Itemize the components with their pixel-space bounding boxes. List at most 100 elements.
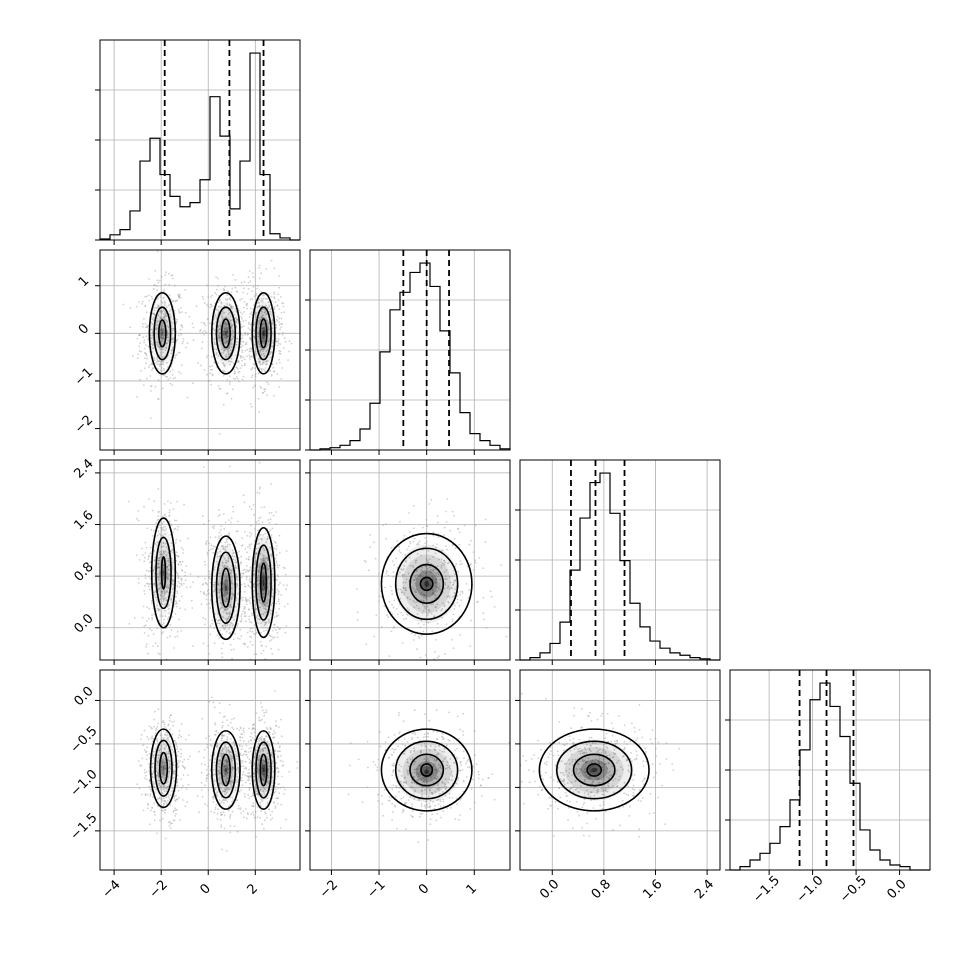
scatter-point [246, 292, 249, 295]
scatter-point [156, 738, 159, 740]
scatter-point [160, 310, 163, 313]
scatter-point [266, 320, 268, 322]
scatter-point [218, 636, 221, 639]
scatter-point [473, 569, 475, 571]
scatter-point [240, 777, 243, 779]
scatter-point [263, 326, 265, 329]
scatter-point [391, 560, 394, 563]
scatter-point [265, 605, 267, 608]
scatter-point [246, 812, 249, 814]
scatter-point [436, 586, 439, 589]
scatter-point [162, 550, 165, 553]
scatter-point [180, 563, 183, 566]
scatter-point [149, 793, 152, 795]
scatter-point [443, 559, 446, 562]
scatter-point [164, 603, 167, 606]
scatter-point [159, 751, 162, 754]
scatter-point [127, 500, 130, 503]
scatter-point [262, 368, 265, 371]
scatter-point [163, 591, 166, 593]
scatter-point [221, 624, 224, 627]
scatter-point [249, 597, 251, 599]
scatter-point [276, 631, 279, 634]
scatter-point [214, 308, 217, 311]
scatter-point [245, 304, 248, 307]
scatter-point [271, 323, 273, 326]
scatter-point [168, 740, 171, 743]
scatter-point [276, 305, 279, 308]
scatter-point [261, 305, 264, 307]
scatter-point [448, 587, 451, 590]
scatter-point [225, 793, 228, 795]
scatter-point [258, 360, 261, 362]
scatter-point [405, 561, 407, 563]
scatter-point [202, 523, 205, 526]
contour-line [255, 544, 272, 621]
scatter-point [276, 344, 279, 347]
scatter-point [225, 323, 228, 326]
scatter-point [165, 566, 168, 568]
scatter-point [164, 313, 167, 316]
scatter-point [243, 612, 246, 615]
scatter-point [240, 572, 242, 575]
scatter-point [397, 588, 399, 591]
scatter-point [169, 766, 172, 769]
scatter-point [275, 761, 277, 764]
scatter-point [265, 304, 267, 307]
scatter-point [263, 769, 266, 771]
scatter-point [266, 587, 269, 590]
scatter-point [161, 522, 164, 525]
scatter-point [164, 312, 167, 315]
scatter-point [414, 576, 417, 579]
scatter-point [260, 794, 263, 796]
scatter-point [237, 378, 239, 380]
scatter-point [218, 782, 221, 784]
scatter-point [231, 597, 233, 599]
scatter-point [268, 582, 271, 585]
scatter-point [262, 572, 265, 574]
scatter-point [145, 751, 147, 754]
scatter-point [382, 524, 384, 527]
scatter-point [260, 534, 262, 536]
scatter-point [163, 800, 166, 803]
scatter-point [219, 513, 221, 516]
scatter-point [263, 607, 265, 610]
scatter-point [282, 760, 284, 763]
scatter-point [173, 647, 176, 649]
scatter-point [386, 614, 388, 617]
scatter-point [424, 537, 427, 539]
scatter-point [258, 492, 261, 495]
scatter-point [433, 615, 436, 618]
scatter-point [227, 749, 230, 752]
scatter-point [222, 361, 224, 364]
scatter-point [270, 511, 273, 514]
scatter-point [356, 611, 359, 614]
scatter-point [452, 581, 455, 584]
density-level [159, 327, 166, 340]
scatter-point [220, 545, 223, 548]
scatter-point [246, 348, 249, 351]
scatter-point [424, 542, 427, 545]
scatter-point [184, 805, 187, 808]
scatter-point [145, 758, 148, 761]
scatter-point [259, 565, 261, 568]
scatter-point [248, 577, 251, 580]
scatter-point [202, 297, 205, 300]
scatter-point [205, 582, 208, 585]
scatter-point [145, 750, 148, 753]
scatter-point [162, 570, 165, 573]
scatter-point [191, 607, 194, 609]
scatter-point [143, 505, 145, 508]
scatter-point [152, 535, 154, 537]
scatter-point [150, 528, 153, 531]
scatter-point [224, 799, 227, 802]
scatter-point [240, 297, 243, 300]
scatter-point [280, 323, 283, 325]
scatter-point [221, 790, 224, 792]
scatter-point [365, 643, 368, 646]
scatter-point [156, 627, 159, 630]
scatter-point [467, 597, 470, 599]
scatter-point [255, 552, 258, 555]
scatter-point [208, 542, 211, 545]
scatter-point [225, 791, 228, 794]
